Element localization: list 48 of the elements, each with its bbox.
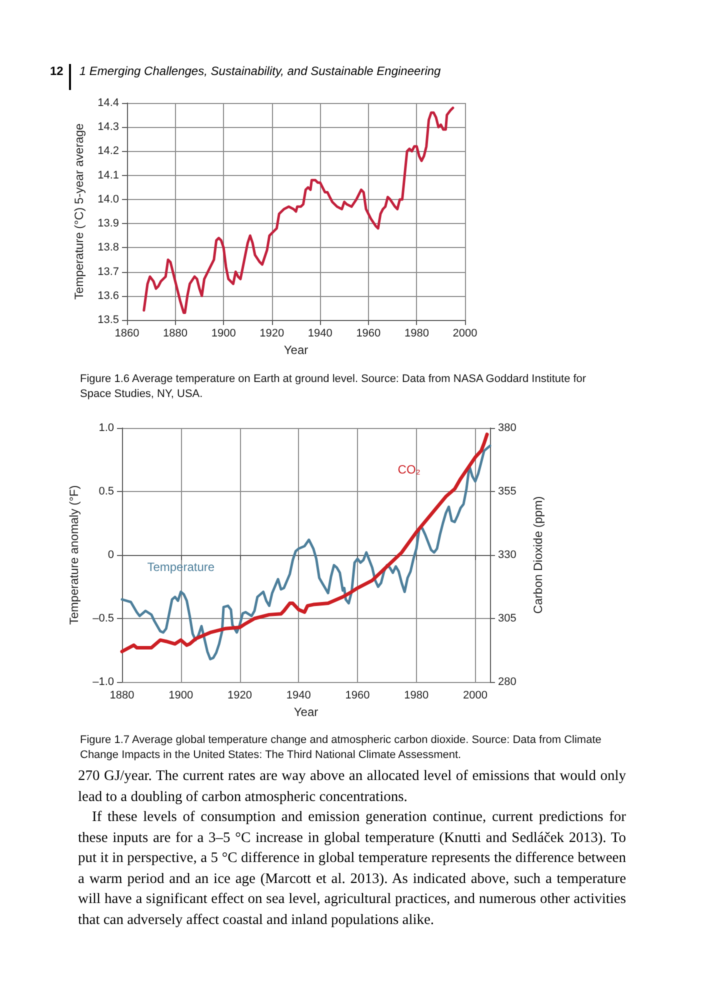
x-tick-label: 1900 (211, 328, 236, 340)
y-tick-label: 14.0 (98, 193, 119, 206)
x-tick-label: 1960 (345, 690, 370, 702)
y-tick-label: 13.9 (98, 218, 119, 230)
text: 1 Emerging Challenges, Sustainability, and Sustainable Engineering (78, 64, 441, 78)
text: 270 GJ/year. The current rates are way above an allocated level of emissions that would only lead to a doubling of carbon atmospheric concentrations. (78, 767, 626, 806)
y-tick-label: 0 (108, 549, 114, 561)
x-tick-label: 1940 (308, 328, 332, 340)
y-axis-title: Temperature (°C) 5-year average (72, 123, 86, 300)
y2-tick-label: 380 (498, 422, 516, 434)
y2-tick-label: 355 (498, 486, 516, 498)
x-tick-label: 2000 (452, 328, 478, 340)
caption: Figure 1.7 Average global temperature change and atmospheric carbon dioxide. Source: Data from Climate Change Impacts in the United States: The Third National Climate Assessment. (80, 733, 602, 763)
y2-axis-title: Carbon Dioxide (ppm) (531, 496, 545, 614)
x-tick-label: 1920 (228, 690, 252, 702)
y-tick-label: –0.5 (92, 612, 114, 624)
y-tick-label: 13.7 (98, 266, 119, 278)
y-tick-label: 0.5 (98, 486, 114, 498)
y-tick-label: 14.4 (98, 97, 119, 109)
y-tick-label: 14.3 (98, 121, 119, 134)
text: CO₂ (398, 462, 421, 476)
y-tick-label: 13.8 (98, 242, 119, 254)
y-tick-label: 14.2 (98, 145, 119, 158)
y-tick-label: 13.5 (98, 314, 119, 326)
x-tick-label: 1980 (404, 328, 429, 340)
y2-tick-label: 280 (498, 676, 516, 688)
x-tick-label: 1940 (286, 690, 311, 702)
y-tick-label: 14.1 (98, 169, 119, 182)
x-tick-label: 2000 (463, 690, 488, 702)
line-series (142, 106, 454, 314)
caption: Figure 1.6 Average temperature on Earth at ground level. Source: Data from NASA Goddard Institute for Space Studies, NY, USA. (80, 372, 588, 402)
text: 12 (50, 64, 72, 90)
x-tick-label: 1880 (110, 690, 134, 702)
text: If these levels of consumption and emission generation continue, current predictions for these inputs are for a 3–5 °C increase in global temperature (Knutti and Sedláček 2013). To put it in perspective, a 5 °C difference in global temperature represents the difference between a warm period and an ice age (Marcott et al. 2013). As indicated above, such a temperature will have a significant effect on sea level, agricultural practices, and numerous other activities that can adversely affect coastal and inland populations alike. (78, 808, 626, 930)
y2-tick-label: 330 (498, 549, 516, 561)
y-axis-title: Temperature anomaly (°F) (67, 485, 81, 625)
y-tick-label: 13.6 (98, 290, 119, 302)
x-tick-label: 1960 (356, 328, 381, 340)
x-tick-label: 1980 (404, 690, 429, 702)
x-tick-label: 1860 (114, 328, 140, 340)
x-tick-label: 1900 (168, 690, 194, 702)
x-tick-label: 1920 (260, 328, 284, 340)
x-axis-title: Year (284, 343, 308, 357)
y-tick-label: –1.0 (92, 676, 114, 688)
x-tick-label: 1880 (163, 328, 188, 340)
y-tick-label: 1.0 (98, 422, 114, 434)
x-axis-title: Year (294, 705, 318, 719)
y2-tick-label: 305 (498, 612, 516, 624)
